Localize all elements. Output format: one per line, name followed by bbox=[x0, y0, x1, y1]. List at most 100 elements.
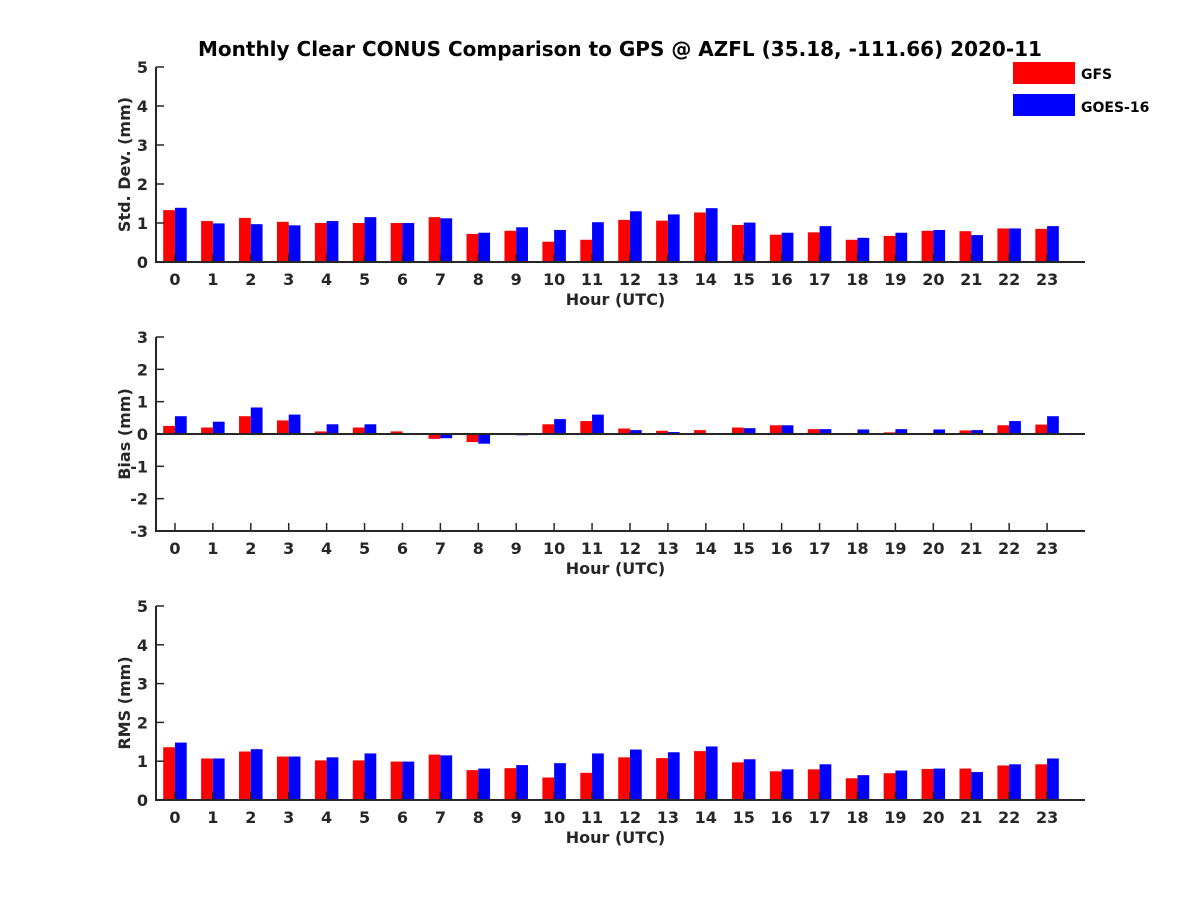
panel2-bar-goes16-h18 bbox=[857, 775, 870, 800]
panel1-xtick-label: 12 bbox=[619, 539, 641, 558]
panel0-xtick-label: 6 bbox=[397, 270, 408, 289]
panel0-bar-gfs-h4 bbox=[314, 223, 327, 262]
legend-label-goes16: GOES-16 bbox=[1081, 100, 1149, 116]
panel2-bar-gfs-h16 bbox=[769, 771, 782, 800]
panel2-bar-gfs-h2 bbox=[239, 751, 251, 800]
panel1-xtick-label: 14 bbox=[695, 539, 717, 558]
panel0-xtick-label: 5 bbox=[359, 270, 370, 289]
panel0-bar-gfs-h6 bbox=[390, 223, 403, 262]
panel1-xtick-label: 9 bbox=[511, 539, 522, 558]
panel1-bar-goes16-h22 bbox=[1009, 421, 1021, 434]
panel2-bar-goes16-h8 bbox=[478, 768, 491, 800]
panel2-xtick-label: 0 bbox=[169, 808, 180, 827]
panel1-bar-gfs-h23 bbox=[1035, 424, 1048, 434]
panel1-bar-goes16-h19 bbox=[895, 429, 908, 434]
panel2-xtick-label: 22 bbox=[998, 808, 1020, 827]
panel2-bar-gfs-h15 bbox=[731, 762, 744, 800]
panel0-bar-gfs-h2 bbox=[239, 217, 251, 262]
panel2-bar-goes16-h23 bbox=[1047, 758, 1059, 800]
panel0-bar-goes16-h7 bbox=[440, 218, 453, 262]
panel2-xtick-label: 20 bbox=[922, 808, 944, 827]
panel0-bar-gfs-h8 bbox=[466, 233, 479, 262]
panel0-bar-gfs-h0 bbox=[163, 210, 175, 262]
panel1-xtick-label: 4 bbox=[321, 539, 332, 558]
panel0-x-label: Hour (UTC) bbox=[566, 290, 666, 309]
panel0-xtick-label: 20 bbox=[922, 270, 944, 289]
panel0-ytick-label: 3 bbox=[137, 136, 148, 155]
panel0-bar-goes16-h18 bbox=[857, 237, 870, 262]
panel2-bar-goes16-h9 bbox=[516, 765, 528, 800]
panel2-xtick-label: 14 bbox=[695, 808, 717, 827]
panel1-bar-gfs-h3 bbox=[276, 420, 289, 434]
panel0-bar-goes16-h8 bbox=[478, 232, 491, 262]
panel2-bar-gfs-h14 bbox=[694, 751, 706, 800]
panel2-bar-gfs-h18 bbox=[845, 778, 858, 800]
panel1-bar-goes16-h0 bbox=[174, 416, 187, 434]
panel2-bar-goes16-h4 bbox=[326, 757, 339, 800]
panel1-xtick-label: 17 bbox=[808, 539, 830, 558]
panel0-ytick-label: 4 bbox=[137, 97, 148, 116]
panel2-ytick-label: 2 bbox=[137, 713, 148, 732]
panel2-bar-goes16-h12 bbox=[629, 749, 642, 800]
panel1-xtick-label: 6 bbox=[397, 539, 408, 558]
panel0-bar-gfs-h7 bbox=[428, 217, 441, 262]
panel1-bar-gfs-h16 bbox=[769, 425, 782, 434]
panel0-bar-goes16-h4 bbox=[326, 221, 339, 262]
panel0-xtick-label: 22 bbox=[998, 270, 1020, 289]
panel2-ytick-label: 0 bbox=[137, 791, 148, 810]
panel2-bar-gfs-h23 bbox=[1035, 764, 1048, 800]
panel0-xtick-label: 8 bbox=[473, 270, 484, 289]
panel0-bar-gfs-h16 bbox=[769, 234, 782, 262]
panel2-xtick-label: 19 bbox=[884, 808, 906, 827]
panel1-xtick-label: 22 bbox=[998, 539, 1020, 558]
panel2-bar-gfs-h7 bbox=[428, 754, 441, 800]
panel2-bar-goes16-h19 bbox=[895, 770, 908, 800]
panel1-bar-gfs-h5 bbox=[352, 427, 365, 434]
panel0-xtick-label: 16 bbox=[771, 270, 793, 289]
panel0-bar-gfs-h17 bbox=[807, 232, 820, 262]
panel1-bar-goes16-h21 bbox=[971, 430, 983, 434]
panel0-xtick-label: 21 bbox=[960, 270, 982, 289]
panel1-bar-gfs-h2 bbox=[239, 416, 251, 434]
panel2-bar-gfs-h8 bbox=[466, 770, 479, 800]
panel1-ytick-label: -2 bbox=[130, 490, 148, 509]
panel0-bar-gfs-h21 bbox=[959, 231, 972, 262]
panel0-bar-gfs-h18 bbox=[845, 239, 858, 262]
legend: GFS GOES-16 bbox=[1013, 62, 1149, 116]
panel1-ytick-label: 1 bbox=[137, 393, 148, 412]
panel2-bar-gfs-h4 bbox=[314, 760, 327, 800]
panel0-bar-goes16-h13 bbox=[667, 214, 680, 262]
panel1-xtick-label: 11 bbox=[581, 539, 603, 558]
panel0-bar-goes16-h11 bbox=[592, 222, 604, 262]
panel1-xtick-label: 5 bbox=[359, 539, 370, 558]
panel2-xtick-label: 16 bbox=[771, 808, 793, 827]
panel0-bar-gfs-h3 bbox=[276, 221, 289, 262]
panel2-bar-goes16-h2 bbox=[250, 749, 263, 800]
panel2-bar-goes16-h21 bbox=[971, 772, 983, 800]
panel0-bar-goes16-h22 bbox=[1009, 228, 1021, 262]
panel0-ytick-label: 1 bbox=[137, 214, 148, 233]
panel0-bar-gfs-h20 bbox=[921, 230, 934, 262]
panel0-bar-goes16-h23 bbox=[1047, 226, 1059, 262]
panel2-xtick-label: 11 bbox=[581, 808, 603, 827]
panel0-bar-gfs-h22 bbox=[997, 228, 1010, 262]
panel1-xtick-label: 18 bbox=[846, 539, 868, 558]
panel1-bar-goes16-h18 bbox=[857, 429, 870, 434]
panel2-bar-gfs-h12 bbox=[618, 757, 630, 800]
panel1-xtick-label: 8 bbox=[473, 539, 484, 558]
panel1-xtick-label: 10 bbox=[543, 539, 565, 558]
legend-label-gfs: GFS bbox=[1081, 67, 1112, 83]
panel0-bar-gfs-h12 bbox=[618, 219, 630, 262]
panel1-bar-gfs-h6 bbox=[390, 431, 403, 434]
panel1-bar-gfs-h15 bbox=[731, 427, 744, 434]
panel0-ytick-label: 2 bbox=[137, 175, 148, 194]
panel2-bar-goes16-h14 bbox=[705, 746, 718, 800]
panel0-bar-goes16-h16 bbox=[781, 232, 794, 262]
panel0-ytick-label: 5 bbox=[137, 58, 148, 77]
panel2-xtick-label: 7 bbox=[435, 808, 446, 827]
panel0-xtick-label: 4 bbox=[321, 270, 332, 289]
panel2-bar-goes16-h20 bbox=[933, 768, 946, 800]
panel0-bar-goes16-h12 bbox=[629, 211, 642, 262]
panel1-bar-goes16-h3 bbox=[288, 414, 301, 434]
